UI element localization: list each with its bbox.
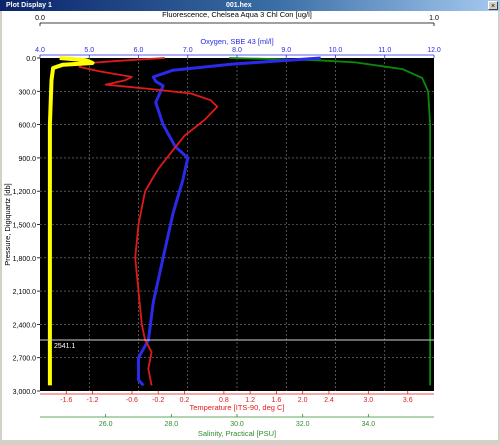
grid-lines <box>40 58 434 391</box>
y-tick-label: 3,000.0 <box>13 389 36 396</box>
temp-axis-tick-label: -1.6 <box>60 397 72 404</box>
y-tick-label: 2,400.0 <box>13 322 36 329</box>
y-tick-label: 1,200.0 <box>13 189 36 196</box>
y-tick-label: 1,500.0 <box>13 223 36 230</box>
oxy-axis-tick-label: 11.0 <box>378 47 391 54</box>
series-oxygen <box>137 56 321 387</box>
oxy-axis-tick-label: 7.0 <box>183 47 193 54</box>
fluor-axis-tick-label: 1.0 <box>429 15 439 22</box>
temp-axis-tick-label: 2.0 <box>298 397 308 404</box>
temp-axis-tick-label: 1.6 <box>272 397 282 404</box>
y-tick-label: 2,100.0 <box>13 289 36 296</box>
series-salinity <box>47 56 95 386</box>
window-file-name: 001.hex <box>226 2 252 9</box>
plot-display: 0.0 300.0 600.0 900.0 1,200.0 1,500.0 1,800.0 2… <box>2 10 498 440</box>
fluor-axis-label: Fluorescence, Chelsea Aqua 3 Chl Con [ug… <box>162 11 312 19</box>
data-series <box>47 56 431 387</box>
oxy-axis-tick-label: 4.0 <box>35 47 45 54</box>
temp-axis-tick-label: 0.2 <box>180 397 190 404</box>
oxy-axis-tick-label: 9.0 <box>281 47 291 54</box>
sal-axis-tick-label: 32.0 <box>296 421 310 428</box>
oxy-axis-tick-label: 10.0 <box>329 47 343 54</box>
temp-axis-tick-label: 1.2 <box>245 397 255 404</box>
y-tick-label: 2,700.0 <box>13 356 36 363</box>
close-icon: × <box>490 3 496 10</box>
temp-axis-tick-label: -0.2 <box>152 397 164 404</box>
oxy-axis-tick-label: 12.0 <box>427 47 441 54</box>
close-button[interactable]: × <box>488 1 498 10</box>
profile-chart[interactable]: 0.0 300.0 600.0 900.0 1,200.0 1,500.0 1,800.0 2… <box>2 10 498 440</box>
axes: 0.0 300.0 600.0 900.0 1,200.0 1,500.0 1,800.0 2… <box>3 10 441 438</box>
pressure-cursor[interactable]: 2541.1 <box>40 339 434 350</box>
y-tick-label: 900.0 <box>18 156 36 163</box>
temp-axis-tick-label: -1.2 <box>87 397 99 404</box>
sal-axis-tick-label: 34.0 <box>362 421 376 428</box>
sal-axis-tick-label: 26.0 <box>99 421 113 428</box>
oxy-axis-tick-label: 8.0 <box>232 47 242 54</box>
sal-axis-tick-label: 28.0 <box>165 421 179 428</box>
temp-axis-tick-label: 2.4 <box>324 397 334 404</box>
temp-axis-tick-label: -0.6 <box>126 397 138 404</box>
y-axis-label: Pressure, Digiquartz [db] <box>3 183 12 266</box>
y-tick-label: 1,800.0 <box>13 256 36 263</box>
oxy-axis-label: Oxygen, SBE 43 [ml/l] <box>200 37 273 46</box>
y-tick-label: 600.0 <box>18 123 36 130</box>
temp-axis-label: Temperature [ITS-90, deg C] <box>189 403 284 412</box>
y-tick-label: 0.0 <box>26 56 36 63</box>
oxy-axis-tick-label: 5.0 <box>84 47 94 54</box>
cursor-label: 2541.1 <box>54 343 76 350</box>
window-title: Plot Display 1 <box>6 2 52 9</box>
y-tick-label: 300.0 <box>18 89 36 96</box>
sal-axis-tick-label: 30.0 <box>230 421 244 428</box>
fluor-axis-tick-label: 0.0 <box>35 15 45 22</box>
window-titlebar[interactable]: Plot Display 1 001.hex × <box>0 0 500 11</box>
series-temperature <box>78 57 219 386</box>
temp-axis-tick-label: 0.8 <box>219 397 229 404</box>
oxy-axis-tick-label: 6.0 <box>134 47 144 54</box>
temp-axis-tick-label: 3.6 <box>403 397 413 404</box>
sal-axis-label: Salinity, Practical [PSU] <box>198 429 276 438</box>
temp-axis-tick-label: 3.0 <box>363 397 373 404</box>
